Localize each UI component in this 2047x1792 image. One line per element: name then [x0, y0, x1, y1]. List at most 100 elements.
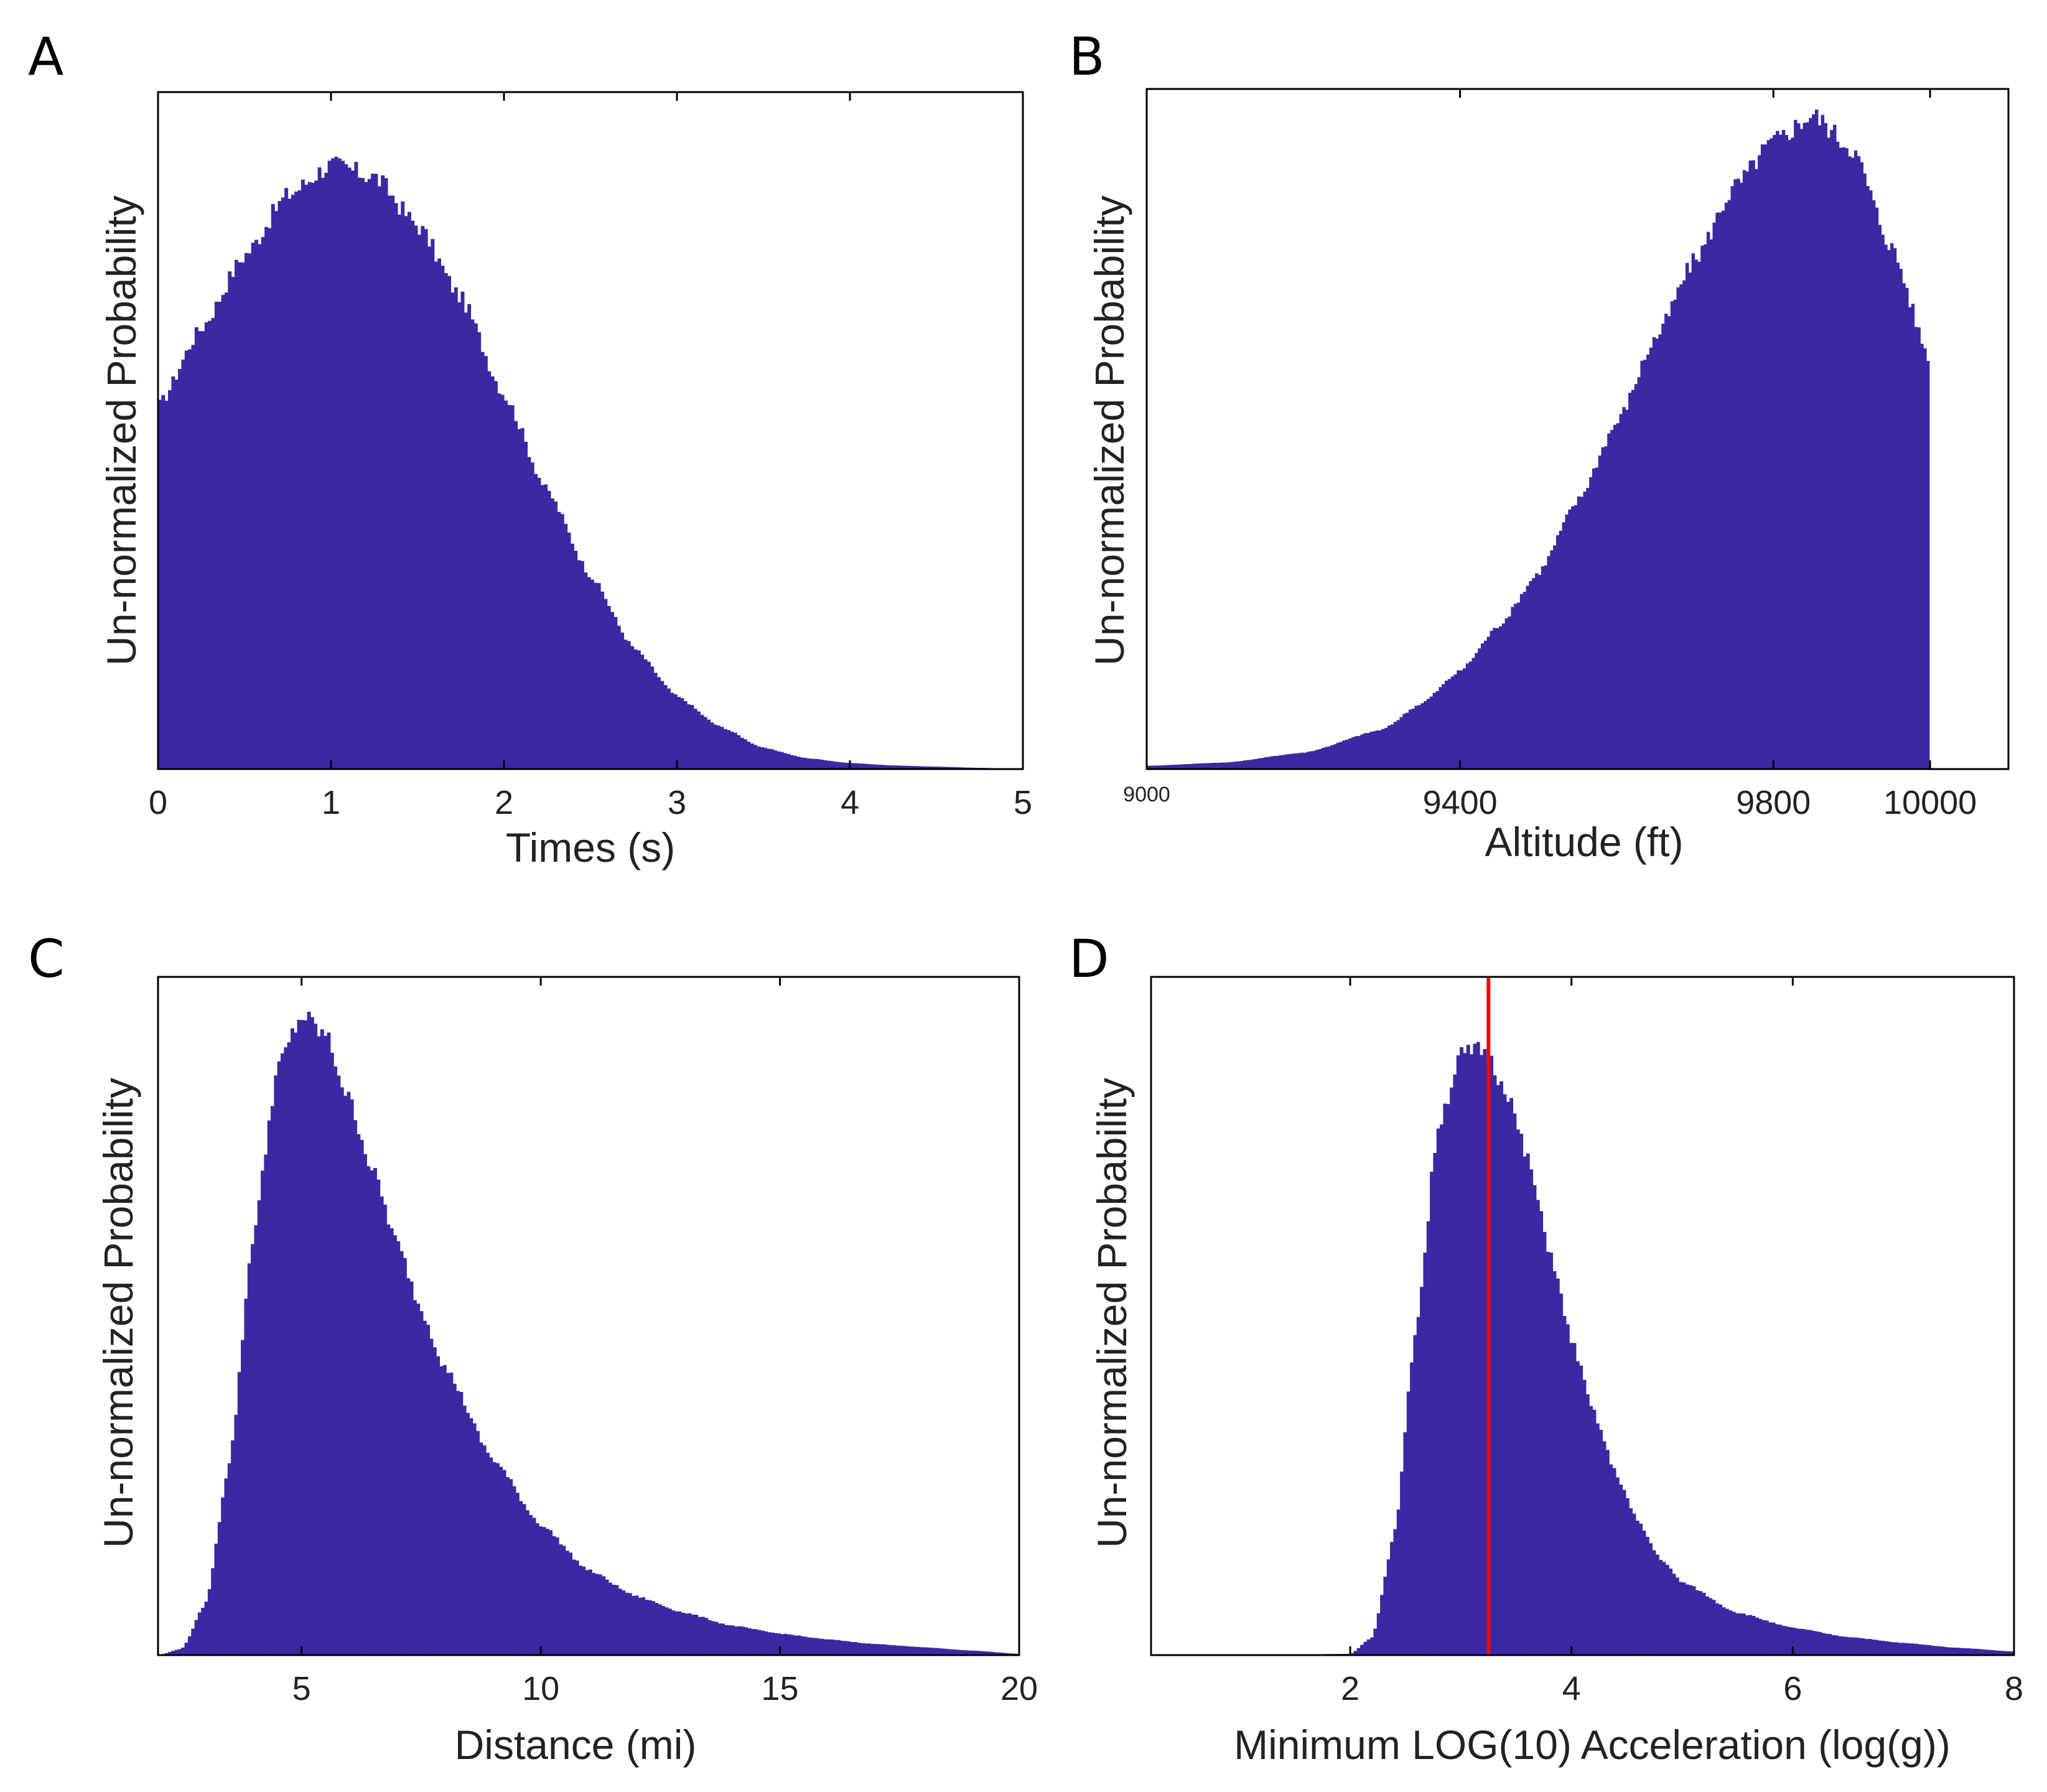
histogram-bar [1562, 522, 1566, 769]
histogram-bar [886, 765, 890, 769]
histogram-bar [1483, 1049, 1487, 1655]
histogram-bar [1417, 705, 1421, 769]
histogram-bar [174, 1650, 179, 1655]
histogram-bar [770, 1632, 775, 1655]
histogram-bar [1195, 763, 1198, 769]
histogram-bar [1430, 1172, 1434, 1655]
histogram-bar [1318, 749, 1322, 769]
histogram-bar [1828, 1634, 1832, 1655]
histogram-bar [1420, 703, 1424, 769]
histogram-bar [1776, 131, 1779, 770]
histogram-bar [459, 1392, 464, 1655]
histogram-bar [926, 766, 930, 769]
histogram-bar [1522, 592, 1527, 769]
histogram-bar [1802, 123, 1807, 769]
histogram-bar [1453, 674, 1457, 769]
histogram-bar [1165, 765, 1168, 769]
histogram-bar [1838, 1636, 1842, 1655]
histogram-bar [1282, 755, 1286, 769]
histogram-bar [750, 1628, 755, 1655]
histogram-bar [1555, 535, 1560, 769]
histogram-bar [754, 1629, 758, 1655]
histogram-bar [700, 714, 704, 769]
histogram-bar [1517, 602, 1521, 769]
histogram-bar [280, 1053, 284, 1655]
histogram-bar [943, 767, 947, 769]
histogram-bar [353, 1120, 357, 1655]
x-tick-label: 5 [1014, 784, 1032, 821]
histogram-bar [554, 501, 558, 769]
histogram-bar [417, 235, 421, 769]
histogram-bar [737, 735, 741, 769]
histogram-bar [625, 1592, 629, 1655]
histogram-bar [1622, 1490, 1626, 1655]
histogram-bar [819, 759, 824, 769]
histogram-bar [613, 617, 618, 769]
histogram-bar [910, 765, 914, 769]
histogram-bar [281, 197, 285, 769]
histogram-bar [764, 1631, 768, 1655]
histogram-bar [251, 1244, 254, 1655]
histogram-bar [1781, 1625, 1786, 1655]
histogram-bar [1937, 1646, 1942, 1655]
histogram-bar [1475, 653, 1478, 769]
histogram-bar [979, 1651, 984, 1655]
histogram-bar [254, 240, 258, 769]
panel-letter-a: A [28, 26, 63, 87]
histogram-bar [201, 1607, 205, 1655]
histogram-bar [744, 1627, 748, 1655]
histogram-bar [870, 764, 874, 769]
histogram-bar [1569, 1343, 1574, 1655]
histogram-bar [666, 688, 671, 769]
histogram-bar [1470, 1054, 1474, 1655]
histogram-bar [1737, 179, 1740, 769]
histogram-bar [1845, 148, 1849, 769]
histogram-bar [224, 292, 228, 770]
histogram-bar [391, 195, 395, 769]
histogram-bar [1923, 348, 1927, 769]
histogram-bar [1471, 658, 1475, 769]
histogram-bar [1655, 338, 1659, 769]
histogram-bar [1408, 709, 1412, 769]
histogram-bar [201, 331, 205, 769]
histogram-bar [1509, 1098, 1514, 1655]
histogram-bar [1664, 314, 1668, 769]
histogram-bar [1526, 1153, 1530, 1655]
histogram-bar [804, 1636, 808, 1655]
histogram-bar [730, 1625, 735, 1655]
histogram-bar [1806, 122, 1809, 769]
histogram-bar [267, 1120, 271, 1655]
histogram-bar [743, 739, 747, 769]
histogram-bar [850, 1641, 854, 1655]
histogram-bar [373, 1168, 377, 1655]
histogram-bar [1841, 1636, 1845, 1655]
histogram-bar [1957, 1648, 1962, 1655]
histogram-bar [1848, 1637, 1852, 1655]
histogram-bar [1363, 733, 1367, 769]
histogram-bar [1246, 760, 1250, 769]
histogram-bar [495, 1463, 500, 1655]
histogram-bar [1896, 263, 1900, 769]
histogram-bar [1875, 207, 1879, 769]
histogram-bar [1312, 750, 1316, 769]
histogram-bar [1228, 762, 1232, 769]
histogram-bar [1414, 706, 1419, 769]
histogram-bar [1170, 765, 1175, 769]
histogram-bar [1519, 1134, 1524, 1655]
axes-frame-a [157, 91, 1024, 770]
histogram-bar [1755, 169, 1758, 769]
histogram-bar [167, 1651, 172, 1655]
histogram-bar [426, 1325, 431, 1655]
histogram-bar [524, 442, 528, 769]
histogram-bar [1348, 738, 1352, 769]
histogram-bar [1586, 488, 1590, 769]
histogram-bar [1692, 1586, 1696, 1655]
histogram-bar [1155, 765, 1159, 769]
histogram-bar [1410, 1362, 1414, 1655]
histogram-bar [414, 225, 418, 769]
histogram-bar [469, 1418, 473, 1655]
histogram-bar [1198, 763, 1201, 769]
histogram-bar [550, 498, 554, 769]
histogram-bar [1934, 1646, 1938, 1655]
histogram-bar [813, 1638, 818, 1655]
